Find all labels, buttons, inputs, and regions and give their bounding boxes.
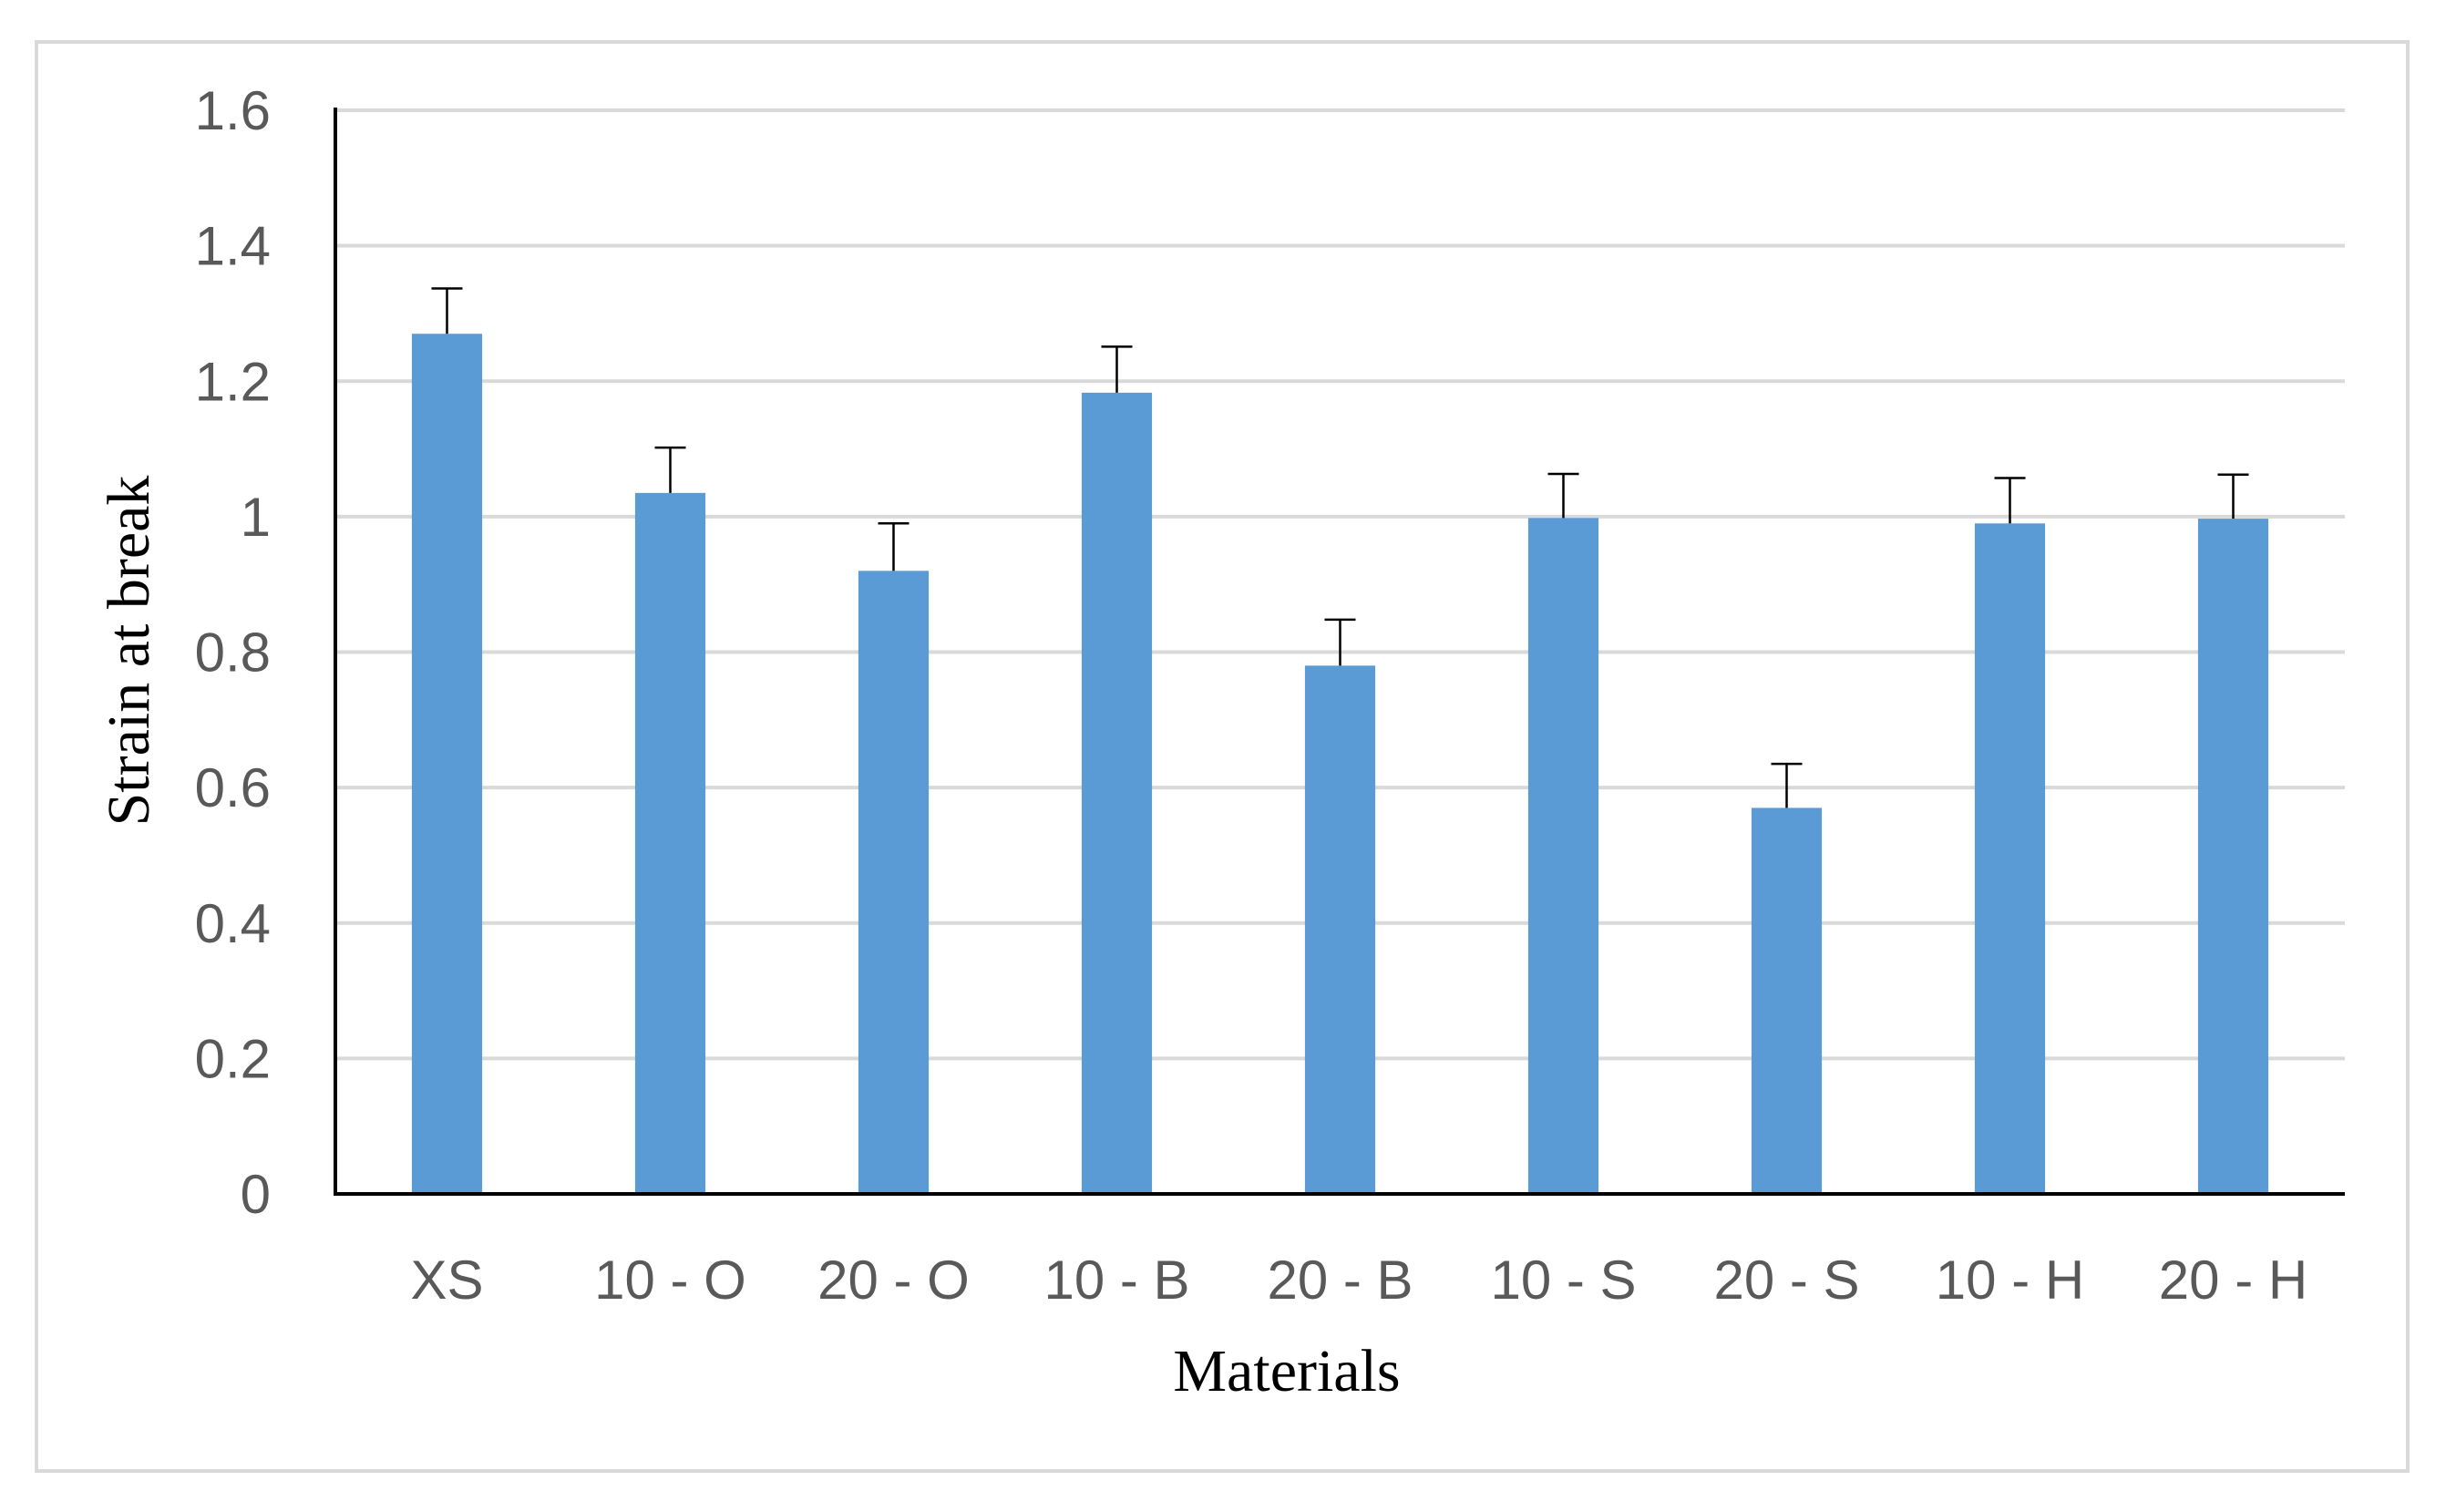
- y-axis-title: Strain at break: [96, 476, 162, 827]
- y-tick-label: 1: [241, 487, 271, 548]
- bar: [411, 334, 483, 1194]
- y-tick-label: 0.8: [195, 622, 271, 684]
- x-tick-label: 10 - S: [1490, 1250, 1636, 1311]
- x-tick-labels: XS 10 - O 20 - O 10 - B 20 - B 10 - S 20 - S 10…: [410, 1250, 2307, 1311]
- x-tick-label: 10 - B: [1043, 1250, 1189, 1311]
- bar: [634, 492, 706, 1194]
- y-tick-label: 1.4: [195, 216, 271, 277]
- y-tick-label: 1.6: [195, 80, 271, 141]
- y-tick-label: 0.6: [195, 757, 271, 818]
- x-tick-label: XS: [410, 1250, 483, 1311]
- bar: [1527, 518, 1599, 1194]
- x-tick-label: 20 - H: [2159, 1250, 2307, 1311]
- y-tick-label: 0: [241, 1164, 271, 1225]
- y-tick-label: 0.4: [195, 893, 271, 954]
- axes: [334, 108, 2345, 1196]
- x-tick-label: 20 - O: [817, 1250, 970, 1311]
- y-tick-label: 0.2: [195, 1028, 271, 1089]
- x-tick-label: 10 - H: [1936, 1250, 2084, 1311]
- bar: [1751, 807, 1823, 1194]
- x-tick-label: 20 - B: [1267, 1250, 1413, 1311]
- error-bars: [431, 287, 2249, 808]
- x-tick-label: 20 - S: [1713, 1250, 1859, 1311]
- x-axis-title: Materials: [1173, 1338, 1400, 1404]
- x-tick-label: 10 - O: [594, 1250, 746, 1311]
- bar: [2197, 519, 2269, 1194]
- y-tick-labels: 0 0.2 0.4 0.6 0.8 1 1.2 1.4 1.6: [195, 80, 271, 1225]
- bar: [1304, 665, 1376, 1194]
- bar: [1974, 523, 2046, 1194]
- y-tick-label: 1.2: [195, 351, 271, 412]
- bars: [411, 334, 2269, 1194]
- bar: [1081, 392, 1153, 1194]
- bar: [858, 571, 930, 1194]
